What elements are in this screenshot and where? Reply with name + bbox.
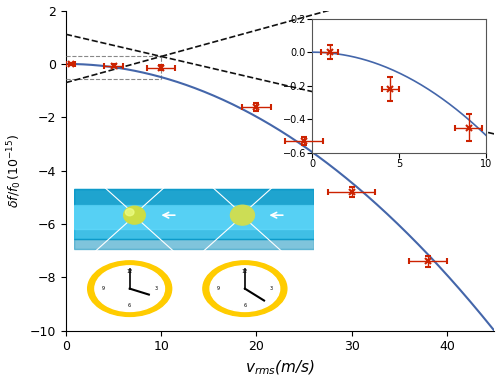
X-axis label: $v_{rms}$(m/s): $v_{rms}$(m/s) bbox=[245, 359, 315, 377]
Y-axis label: $\delta f / f_0 \,(10^{-15})$: $\delta f / f_0 \,(10^{-15})$ bbox=[6, 134, 25, 208]
